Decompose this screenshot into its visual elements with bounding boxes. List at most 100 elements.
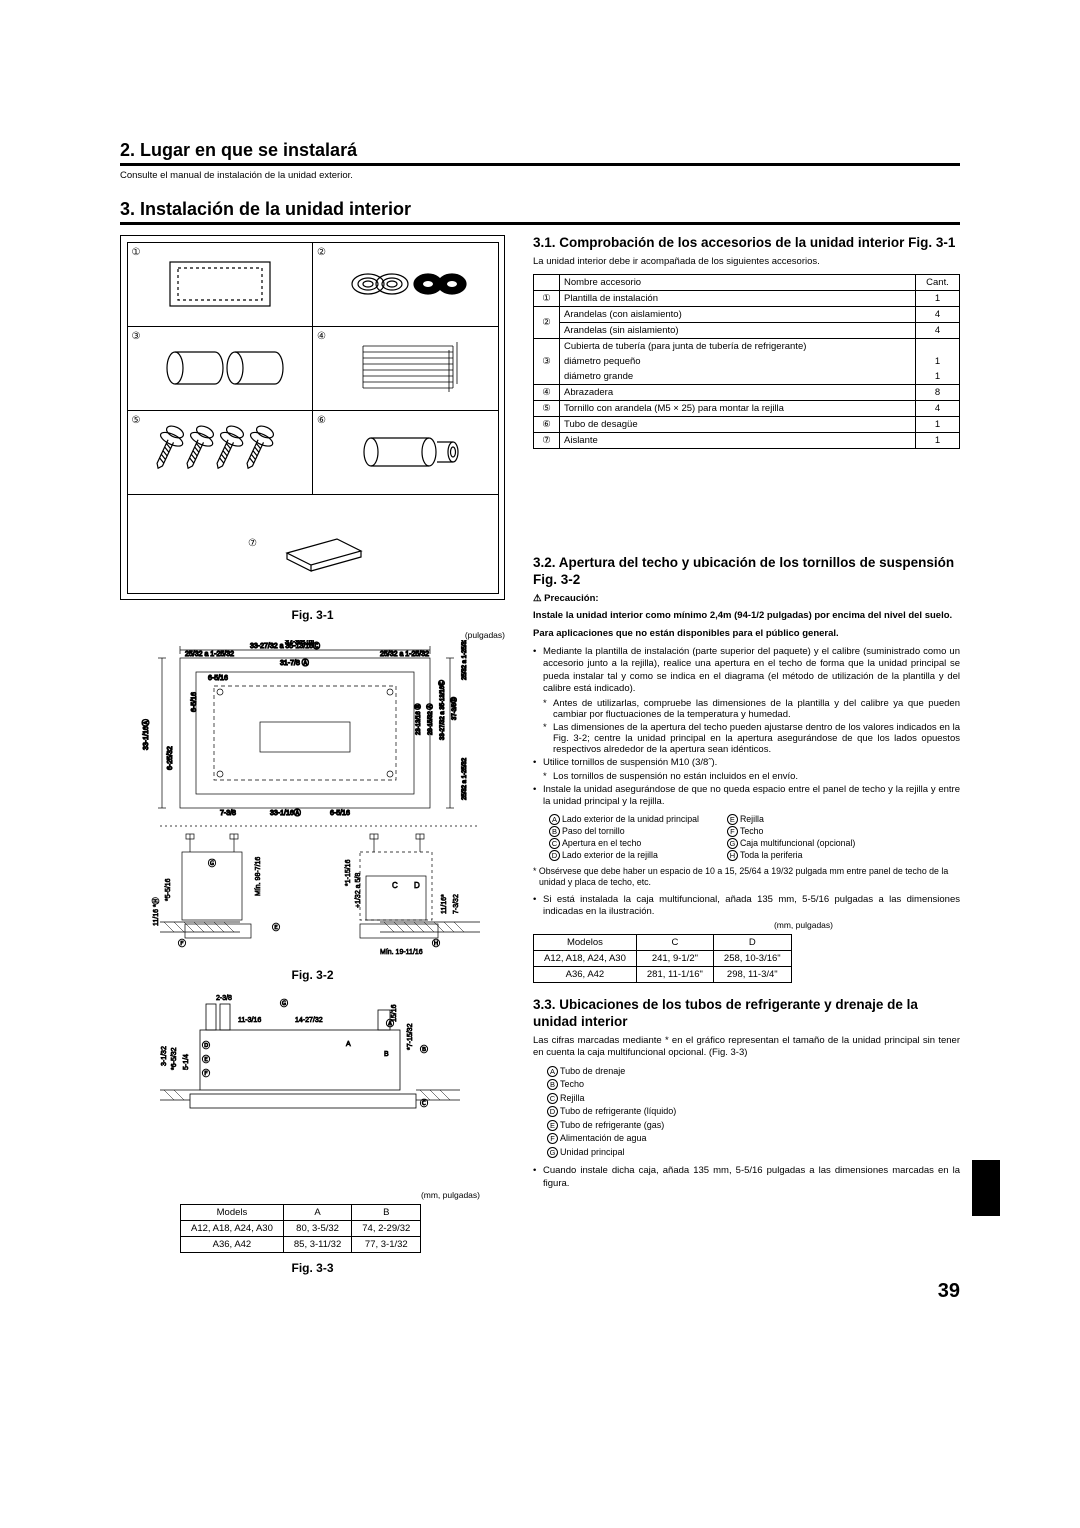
s31-title: 3.1. Comprobación de los accesorios de l… (533, 235, 960, 252)
table-cell: Aislante (560, 432, 916, 448)
svg-text:D: D (414, 881, 420, 890)
th-qty: Cant. (916, 274, 960, 290)
legend-letter: A (549, 814, 560, 825)
table-cell: ⑤ (534, 400, 560, 416)
legend-letter: B (549, 826, 560, 837)
legend-letter: D (547, 1106, 558, 1117)
svg-text:6-5/16: 6-5/16 (191, 692, 198, 712)
legend-text: Toda la periferia (740, 850, 803, 860)
s31-intro: La unidad interior debe ir acompañada de… (533, 256, 960, 268)
right-column: 3.1. Comprobación de los accesorios de l… (533, 235, 960, 1283)
template-icon (160, 254, 280, 314)
table-cell: Tornillo con arandela (M5 × 25) para mon… (560, 400, 916, 416)
th-name: Nombre accesorio (560, 274, 916, 290)
svg-text:37-3/8Ⓓ: 37-3/8Ⓓ (450, 697, 458, 720)
svg-text:25/32 a 1-25/32: 25/32 a 1-25/32 (462, 640, 468, 680)
svg-text:Ⓕ: Ⓕ (202, 1069, 210, 1078)
svg-text:Ⓓ: Ⓓ (202, 1041, 210, 1050)
svg-text:*1-15/16: *1-15/16 (345, 859, 352, 886)
side-tab (972, 1160, 1000, 1216)
legend-text: Alimentación de agua (560, 1133, 647, 1143)
table-cell: Abrazadera (560, 384, 916, 400)
table-cell: 258, 10-3/16" (713, 951, 791, 967)
table-cell: diámetro grande (560, 369, 916, 385)
svg-text:Ⓖ: Ⓖ (280, 999, 288, 1008)
table-cell: 1 (916, 290, 960, 306)
section-2-title: 2. Lugar en que se instalará (120, 140, 960, 166)
fig-3-2-diagram: 33-27/32 a 35-13/16Ⓒ 25/32 a 1-25/32 25/… (120, 640, 505, 960)
s32-stars-1: Antes de utilizarlas, compruebe las dime… (533, 698, 960, 755)
list-item: Si está instalada la caja multifuncional… (533, 894, 960, 919)
svg-text:*7-15/32: *7-15/32 (407, 1023, 414, 1050)
svg-text:Mín. 98-7/16: Mín. 98-7/16 (255, 857, 262, 896)
legend-text: Caja multifuncional (opcional) (740, 838, 855, 848)
table-cell: 1 (916, 369, 960, 385)
table-cell: Cubierta de tubería (para junta de tuber… (560, 338, 916, 354)
fig-3-2-label: Fig. 3-2 (120, 968, 505, 982)
th: D (713, 935, 791, 951)
legend-letter: E (547, 1120, 558, 1131)
th-models: Models (181, 1205, 284, 1221)
caution-1: Instale la unidad interior como mínimo 2… (533, 610, 960, 622)
legend-letter: C (547, 1093, 558, 1104)
svg-text:C: C (392, 881, 398, 890)
svg-text:Ⓔ: Ⓔ (202, 1055, 210, 1064)
accessory-table: Nombre accesorio Cant. ① Plantilla de in… (533, 274, 960, 449)
svg-text:Mín. 19-11/16: Mín. 19-11/16 (380, 949, 423, 956)
s32-bullets-2: Utilice tornillos de suspensión M10 (3/8… (533, 757, 960, 769)
legend-letter: E (727, 814, 738, 825)
svg-text:7-3/32: 7-3/32 (453, 894, 460, 914)
s33-title: 3.3. Ubicaciones de los tubos de refrige… (533, 997, 960, 1031)
screw-icon (155, 420, 285, 484)
svg-text:5-1/4: 5-1/4 (183, 1054, 190, 1070)
caution-2: Para aplicaciones que no están disponibl… (533, 628, 960, 640)
legend-letter: F (727, 826, 738, 837)
svg-text:Ⓖ: Ⓖ (208, 859, 216, 868)
fig33-table-unit: (mm, pulgadas) (180, 1190, 480, 1200)
s32-table-unit: (mm, pulgadas) (533, 920, 833, 930)
svg-text:7-3/8: 7-3/8 (220, 810, 236, 817)
pipe-cover-icon (155, 338, 285, 398)
list-item: Mediante la plantilla de instalación (pa… (533, 646, 960, 695)
section-2-note: Consulte el manual de instalación de la … (120, 170, 960, 181)
drain-tube-icon (345, 422, 465, 482)
fig-3-3-diagram: 2-3/8 11-3/16 14-27/32 *6-5/32 3-1/32 5-… (120, 990, 505, 1190)
s32-legend: ALado exterior de la unidad principal BP… (533, 813, 960, 862)
s33-note: Cuando instale dicha caja, añada 135 mm,… (533, 1165, 960, 1190)
s33-legend: ATubo de drenaje BTecho CRejilla DTubo d… (533, 1065, 960, 1160)
legend-letter: F (547, 1133, 558, 1144)
svg-text:25/32 a 1-25/32: 25/32 a 1-25/32 (462, 757, 468, 800)
svg-text:A: A (346, 1041, 351, 1048)
table-cell: 281, 11-1/16" (636, 967, 713, 983)
svg-text:*6-5/32: *6-5/32 (171, 1047, 178, 1070)
insulator-icon (257, 509, 377, 579)
table-cell: Arandelas (sin aislamiento) (560, 322, 916, 338)
legend-text: Lado exterior de la rejilla (562, 850, 658, 860)
section-3-title: 3. Instalación de la unidad interior (120, 199, 960, 225)
svg-text:Ⓒ: Ⓒ (420, 1099, 428, 1108)
table-cell: A12, A18, A24, A30 (181, 1221, 284, 1237)
note-text: Obsérvese que debe haber un espacio de 1… (539, 866, 948, 887)
table-cell: 4 (916, 306, 960, 322)
svg-text:2-3/8: 2-3/8 (216, 995, 232, 1002)
svg-text:33-1/16Ⓐ: 33-1/16Ⓐ (142, 719, 150, 750)
s32-title: 3.2. Apertura del techo y ubicación de l… (533, 555, 960, 589)
svg-text:6-5/16: 6-5/16 (208, 675, 228, 682)
s32-bullets-3: Instale la unidad asegurándose de que no… (533, 784, 960, 809)
th-b: B (352, 1205, 421, 1221)
table-cell: ③ (534, 338, 560, 384)
page-number: 39 (938, 1280, 960, 1303)
table-cell: ⑥ (534, 416, 560, 432)
legend-letter: A (547, 1066, 558, 1077)
svg-text:23-13/16 Ⓑ: 23-13/16 Ⓑ (414, 704, 422, 735)
svg-text:B: B (384, 1051, 389, 1058)
table-cell: ② (534, 306, 560, 338)
legend-letter: G (547, 1147, 558, 1158)
svg-text:11-3/16: 11-3/16 (238, 1017, 261, 1024)
svg-text:3-1/32: 3-1/32 (161, 1046, 168, 1066)
svg-text:+1/32 a 5/8: +1/32 a 5/8 (355, 873, 362, 908)
table-cell: diámetro pequeño (560, 354, 916, 369)
legend-text: Apertura en el techo (562, 838, 641, 848)
svg-text:25/32 a 1-25/32: 25/32 a 1-25/32 (380, 651, 429, 658)
list-item: Instale la unidad asegurándose de que no… (533, 784, 960, 809)
